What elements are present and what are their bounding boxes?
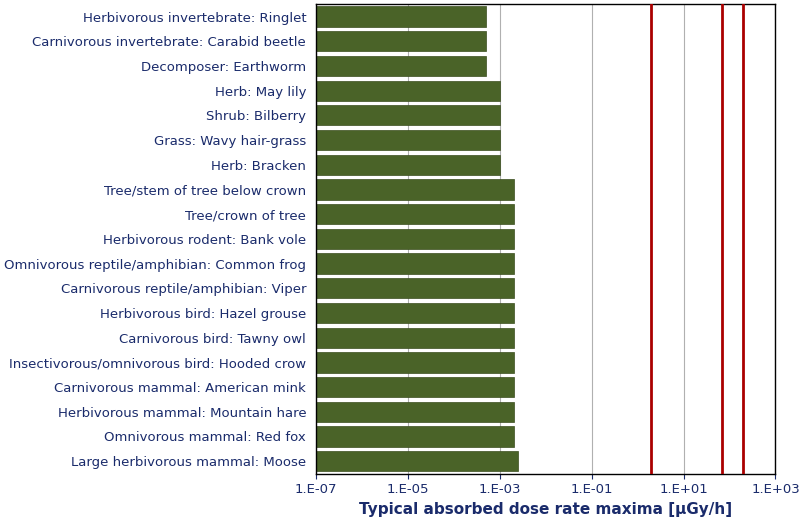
Bar — [316, 6, 485, 27]
Bar — [316, 402, 513, 422]
Bar — [316, 328, 513, 348]
Bar — [316, 278, 513, 299]
Bar — [316, 426, 513, 446]
Bar — [316, 303, 513, 323]
Bar — [316, 130, 499, 150]
Bar — [316, 204, 513, 224]
Bar — [316, 377, 513, 397]
Bar — [316, 155, 499, 175]
Bar — [316, 253, 513, 274]
Bar — [316, 179, 513, 200]
Bar — [316, 352, 513, 373]
X-axis label: Typical absorbed dose rate maxima [µGy/h]: Typical absorbed dose rate maxima [µGy/h… — [359, 502, 732, 517]
Bar — [316, 451, 517, 472]
Bar — [316, 31, 485, 52]
Bar — [316, 56, 485, 76]
Bar — [316, 105, 499, 126]
Bar — [316, 229, 513, 249]
Bar — [316, 81, 499, 101]
